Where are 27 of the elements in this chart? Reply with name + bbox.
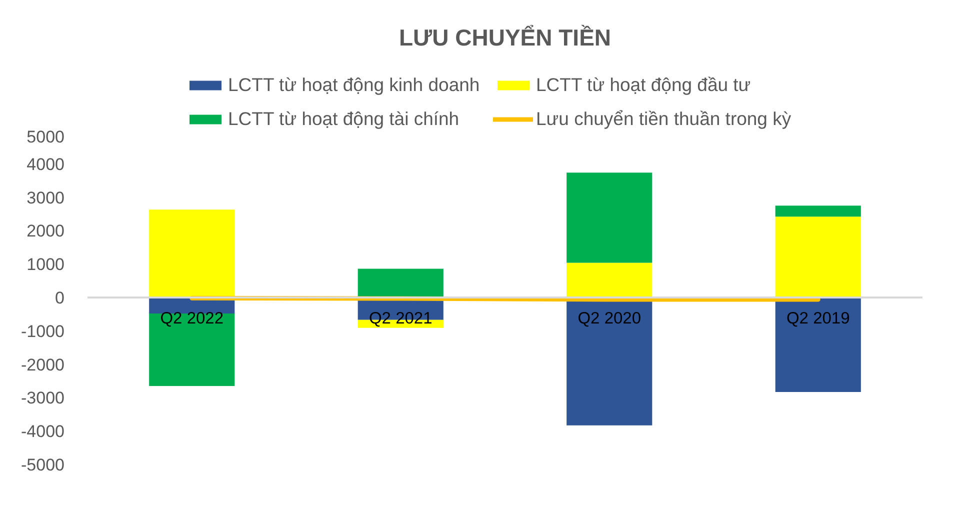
legend-label: LCTT từ hoạt động đầu tư <box>536 74 752 96</box>
bar <box>566 172 652 263</box>
x-tick-label: Q2 2020 <box>578 310 642 328</box>
bar <box>358 268 444 298</box>
bar <box>149 314 235 386</box>
bar <box>775 206 861 217</box>
bar <box>775 298 861 392</box>
y-tick-label: -3000 <box>21 388 65 408</box>
bar <box>566 262 652 298</box>
y-tick-label: -2000 <box>21 355 65 374</box>
x-tick-label: Q2 2022 <box>160 310 224 328</box>
x-tick-label: Q2 2019 <box>786 310 850 328</box>
y-tick-label: 4000 <box>26 154 65 174</box>
legend-label: LCTT từ hoạt động tài chính <box>228 108 460 130</box>
bar <box>775 216 861 298</box>
chart-title: LƯU CHUYỂN TIỀN <box>398 24 612 50</box>
y-tick-label: -5000 <box>21 456 65 474</box>
y-tick-label: -1000 <box>21 322 65 341</box>
y-tick-label: 1000 <box>26 255 65 274</box>
bar <box>149 210 235 298</box>
y-tick-label: 5000 <box>26 128 65 146</box>
legend-label: Lưu chuyển tiền thuần trong kỳ <box>536 108 792 130</box>
y-tick-label: 0 <box>55 288 65 308</box>
legend-label: LCTT từ hoạt động kinh doanh <box>228 74 481 96</box>
y-tick-label: -4000 <box>21 422 65 442</box>
y-tick-label: 2000 <box>26 222 65 241</box>
y-tick-label: 3000 <box>26 188 65 208</box>
